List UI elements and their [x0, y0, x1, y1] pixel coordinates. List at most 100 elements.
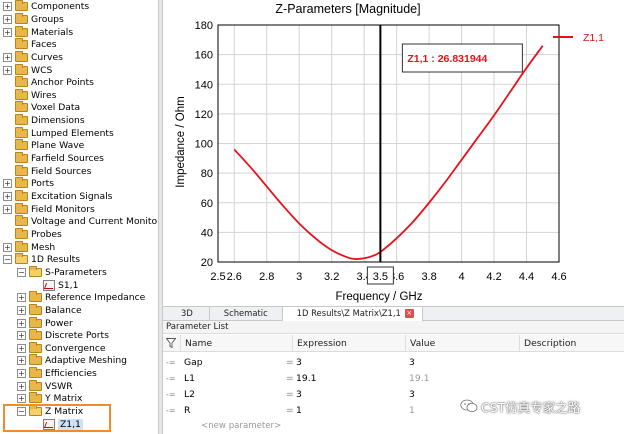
x-tick-label: 2.8 — [259, 271, 274, 283]
tree-item[interactable]: + Adaptive Meshing — [17, 354, 127, 368]
vertical-splitter[interactable] — [158, 0, 163, 434]
expand-icon[interactable]: + — [3, 65, 12, 75]
tree-item[interactable]: Anchor Points — [3, 76, 94, 89]
marker-readout[interactable]: Z1,1 : 26.831944 — [401, 43, 523, 73]
expand-icon[interactable]: + — [17, 293, 26, 303]
folder-icon — [29, 341, 42, 353]
tree-item[interactable]: + Ports — [3, 177, 54, 191]
parameter-name-cell[interactable]: R — [184, 405, 191, 416]
parameter-row[interactable]: -= L1 = 19.1 19.1 — [163, 371, 624, 386]
tab-1d-results-label: 1D Results\Z Matrix\Z1,1 — [296, 308, 401, 318]
parameter-expression-cell[interactable]: 3 — [296, 389, 302, 400]
tree-item[interactable]: + Power — [17, 316, 73, 330]
tree-item-label: Power — [45, 317, 73, 329]
parameter-row[interactable]: -= R = 1 1 — [163, 403, 624, 418]
expand-icon[interactable]: + — [17, 356, 26, 366]
folder-icon — [15, 202, 28, 214]
tree-item[interactable]: + Field Monitors — [3, 202, 95, 216]
tree-item[interactable]: Wires — [3, 88, 57, 102]
tree-item[interactable]: + Balance — [17, 303, 82, 317]
tree-item-label: Faces — [31, 39, 57, 51]
expand-icon[interactable]: + — [17, 369, 26, 379]
new-parameter-row[interactable]: <new parameter> — [163, 419, 624, 434]
expand-icon[interactable]: + — [17, 381, 26, 391]
parameter-row-marker: -= — [166, 374, 176, 383]
tree-item[interactable]: Field Sources — [3, 164, 91, 178]
z-parameter-chart[interactable]: Z-Parameters [Magnitude] 2.5 2.6 2.8 3 3.2 3.… — [163, 0, 624, 306]
plot-view[interactable]: Z-Parameters [Magnitude] 2.5 2.6 2.8 3 3.2 3.… — [163, 0, 624, 306]
expand-icon[interactable]: + — [3, 52, 12, 62]
tab-1d-results-z11[interactable]: 1D Results\Z Matrix\Z1,1 × — [282, 307, 423, 321]
tree-item-label: Curves — [31, 51, 63, 63]
expand-icon[interactable]: + — [3, 14, 12, 24]
parameter-name-cell[interactable]: L2 — [184, 389, 195, 400]
tree-item[interactable]: S1,1 — [31, 279, 78, 292]
expand-icon[interactable]: + — [3, 2, 12, 12]
tree-item[interactable]: + Curves — [3, 50, 63, 64]
parameter-value-cell: 19.1 — [409, 373, 430, 384]
expand-icon[interactable]: + — [17, 331, 26, 341]
parameter-expression-cell[interactable]: 19.1 — [296, 373, 317, 384]
parameter-row[interactable]: -= L2 = 3 3 — [163, 387, 624, 402]
expand-icon[interactable]: + — [3, 179, 12, 189]
tree-item[interactable]: + Groups — [3, 12, 64, 26]
expand-icon[interactable]: + — [17, 305, 26, 315]
column-header-expression[interactable]: Expression — [292, 335, 405, 352]
collapse-icon[interactable]: − — [17, 407, 26, 417]
tree-item[interactable]: + Efficiencies — [17, 367, 97, 380]
folder-icon — [29, 329, 42, 341]
column-header-description[interactable]: Description — [519, 335, 624, 352]
tree-item[interactable]: + Excitation Signals — [3, 190, 112, 203]
tree-item[interactable]: + Materials — [3, 25, 73, 39]
navigation-tree[interactable]: + Components + Groups + Materials Faces + Curves… — [0, 0, 158, 434]
column-header-value[interactable]: Value — [405, 335, 519, 352]
column-header-name[interactable]: Name — [180, 335, 301, 352]
collapse-icon[interactable]: − — [17, 267, 26, 277]
tree-item[interactable]: Dimensions — [3, 114, 85, 127]
tree-item[interactable]: − S-Parameters — [17, 265, 107, 279]
x-tick-label: 2.6 — [227, 271, 242, 283]
tree-item[interactable]: Lumped Elements — [3, 126, 114, 140]
parameter-name-cell[interactable]: Gap — [184, 357, 203, 368]
tree-item[interactable]: − 1D Results — [3, 253, 80, 267]
parameter-name-cell[interactable]: L1 — [184, 373, 195, 384]
folder-icon — [15, 215, 28, 227]
tree-item[interactable]: Farfield Sources — [3, 152, 104, 165]
filter-icon[interactable] — [166, 338, 176, 348]
tree-item[interactable]: − Z Matrix — [17, 405, 83, 418]
expand-icon[interactable]: + — [3, 242, 12, 252]
tab-3d[interactable]: 3D — [163, 307, 210, 321]
expand-icon[interactable]: + — [3, 192, 12, 202]
tree-item-label: Z1,1 — [58, 418, 83, 430]
tree-item[interactable]: + Mesh — [3, 240, 55, 254]
tree-item[interactable]: + Convergence — [17, 341, 106, 355]
tree-item[interactable]: + VSWR — [17, 379, 73, 393]
tree-item[interactable]: + Components — [3, 0, 89, 14]
collapse-icon[interactable]: − — [3, 255, 12, 265]
tree-item[interactable]: + WCS — [3, 63, 52, 77]
parameter-equals-sign: = — [286, 373, 294, 384]
expand-icon[interactable]: + — [3, 204, 12, 214]
tree-item[interactable]: + Discrete Ports — [17, 329, 109, 342]
tree-item[interactable]: Voltage and Current Monitors — [3, 215, 158, 229]
close-icon[interactable]: × — [404, 309, 414, 318]
tree-item[interactable]: Z1,1 — [31, 418, 83, 431]
tree-item[interactable]: + Y Matrix — [17, 392, 82, 406]
tree-item[interactable]: + Reference Impedance — [17, 291, 145, 304]
parameter-description-cell[interactable] — [523, 371, 621, 386]
tree-item[interactable]: Faces — [3, 38, 57, 51]
tree-item[interactable]: Plane Wave — [3, 139, 84, 153]
parameter-expression-cell[interactable]: 3 — [296, 357, 302, 368]
new-parameter-placeholder[interactable]: <new parameter> — [201, 421, 282, 431]
expand-icon[interactable]: + — [17, 394, 26, 404]
tree-item[interactable]: Voxel Data — [3, 101, 80, 115]
tree-item[interactable]: Probes — [3, 227, 62, 241]
expand-icon[interactable]: + — [3, 27, 12, 37]
parameter-description-cell[interactable] — [523, 355, 621, 370]
tree-item-label: Wires — [31, 89, 57, 101]
expand-icon[interactable]: + — [17, 343, 26, 353]
parameter-row[interactable]: -= Gap = 3 3 — [163, 355, 624, 370]
tab-schematic[interactable]: Schematic — [210, 307, 283, 321]
parameter-expression-cell[interactable]: 1 — [296, 405, 302, 416]
expand-icon[interactable]: + — [17, 318, 26, 328]
